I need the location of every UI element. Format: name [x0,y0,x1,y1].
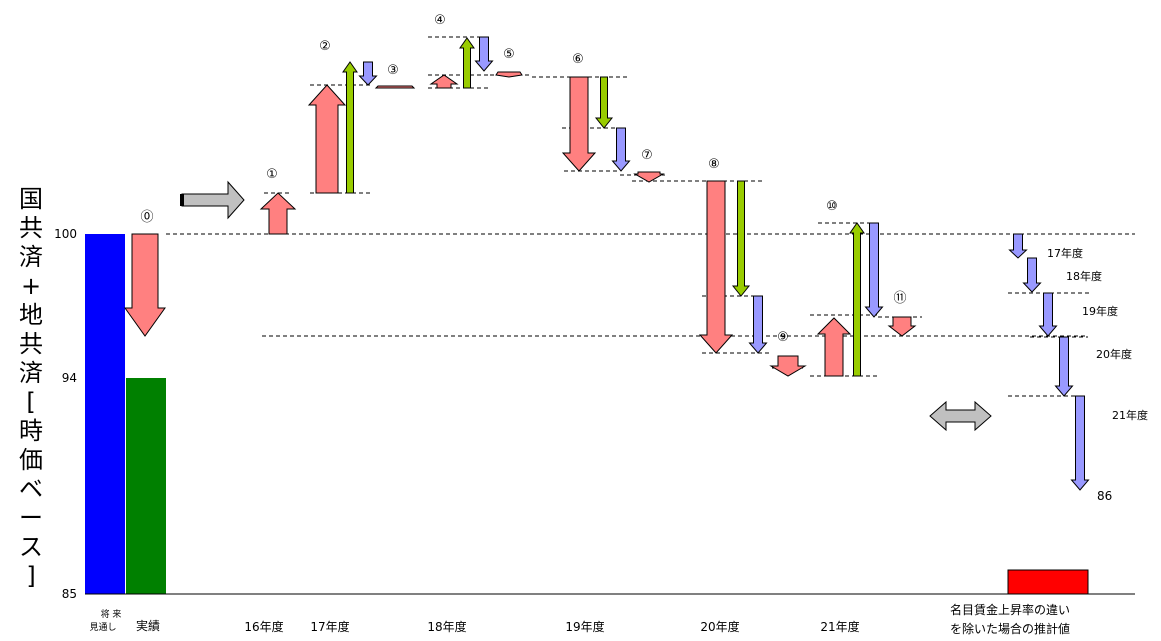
arrow-6-pink [561,76,597,172]
bar-projection [85,234,125,594]
step-label: ⑧ [708,157,720,172]
gray-arrow-tail [180,194,184,206]
y-axis-label-char: 共 [19,330,43,358]
x-tick-label: 17年度 [310,619,349,634]
x-tick-label: を除いた場合の推計値 [950,621,1070,636]
arrow-4-blue [474,36,494,72]
x-tick-label: 16年度 [244,619,283,634]
arrow-9 [769,355,807,377]
x-tick-label: 21年度 [820,619,859,634]
arrow-4-green [459,37,475,89]
y-axis-label-char: ス [19,533,43,561]
arrow-3 [374,85,416,89]
y-axis-label-char: ] [26,562,36,590]
y-axis-label-char: ー [19,504,43,532]
y-axis-label-char: 時 [19,417,43,445]
x-tick-label: 19年度 [565,619,604,634]
step-label: ⑤ [503,47,515,62]
y-axis-label-char: 価 [19,446,43,474]
step-label: ⑨ [777,330,789,345]
right-arrow-19 [1038,292,1058,337]
y-tick-label: 85 [62,587,77,601]
year-change-label: 19年度 [1082,304,1118,318]
x-tick-label: 将 来 [101,609,122,620]
x-tick-label: 実績 [136,618,160,633]
step-label: ⓪ [140,210,153,225]
arrow-1 [259,192,297,235]
year-change-label: 20年度 [1096,347,1132,361]
step-label: ① [266,167,278,182]
x-tick-label: 18年度 [427,619,466,634]
y-axis-label-char: 共 [19,214,43,242]
right-arrow-18 [1022,257,1042,293]
step-label: ③ [387,63,399,78]
step-label: ⑩ [826,199,838,214]
y-axis-label-char: 済 [19,359,43,387]
arrow-8-blue [748,295,768,354]
y-axis-label-char: 国 [19,185,43,213]
year-change-label: 18年度 [1066,269,1102,283]
arrow-2-pink [307,84,347,194]
y-axis-label-char: + [20,272,42,300]
right-arrow-21 [1070,395,1090,491]
step-label: ⑪ [893,291,906,306]
arrow-5 [495,71,523,78]
year-change-label: 21年度 [1112,408,1148,422]
arrow-2-green [342,61,358,194]
y-axis-label-char: ベ [19,475,43,503]
x-tick-label: 20年度 [700,619,739,634]
arrow-8-green [731,180,751,297]
arrow-6-blue [611,127,631,172]
y-axis-label-char: [ [26,388,36,416]
y-tick-label: 94 [62,371,77,385]
arrow-0 [124,233,166,337]
arrow-7 [633,171,665,183]
arrow-10-blue [864,222,884,318]
gray-right-arrow [181,180,245,220]
y-axis-label-char: 地 [19,301,43,329]
x-tick-label: 名目賃金上昇率の違い [950,602,1070,617]
value-label-86: 86 [1097,489,1112,503]
right-arrow-17 [1008,233,1028,259]
arrow-8-pink [698,180,734,354]
step-label: ④ [434,13,446,28]
y-axis-label: 国共済 + 地共済[時価ベース] [14,185,48,591]
x-tick-label: 見通し [89,622,116,633]
y-tick-label: 100 [54,227,77,241]
step-label: ⑥ [572,52,584,67]
gray-double-arrow [929,400,992,432]
arrow-10-green [849,222,865,377]
arrow-4-pink [429,74,459,89]
step-label: ⑦ [641,148,653,163]
bar-estimate [1007,569,1089,595]
y-axis-label-char: 済 [19,243,43,271]
arrow-10-pink [816,317,852,377]
step-label: ② [319,39,331,54]
arrow-2-blue [358,61,378,86]
bar-actual [126,378,166,594]
year-change-label: 17年度 [1047,246,1083,260]
arrow-6-green [594,76,614,129]
arrow-11 [887,316,917,337]
right-arrow-20 [1054,336,1074,397]
